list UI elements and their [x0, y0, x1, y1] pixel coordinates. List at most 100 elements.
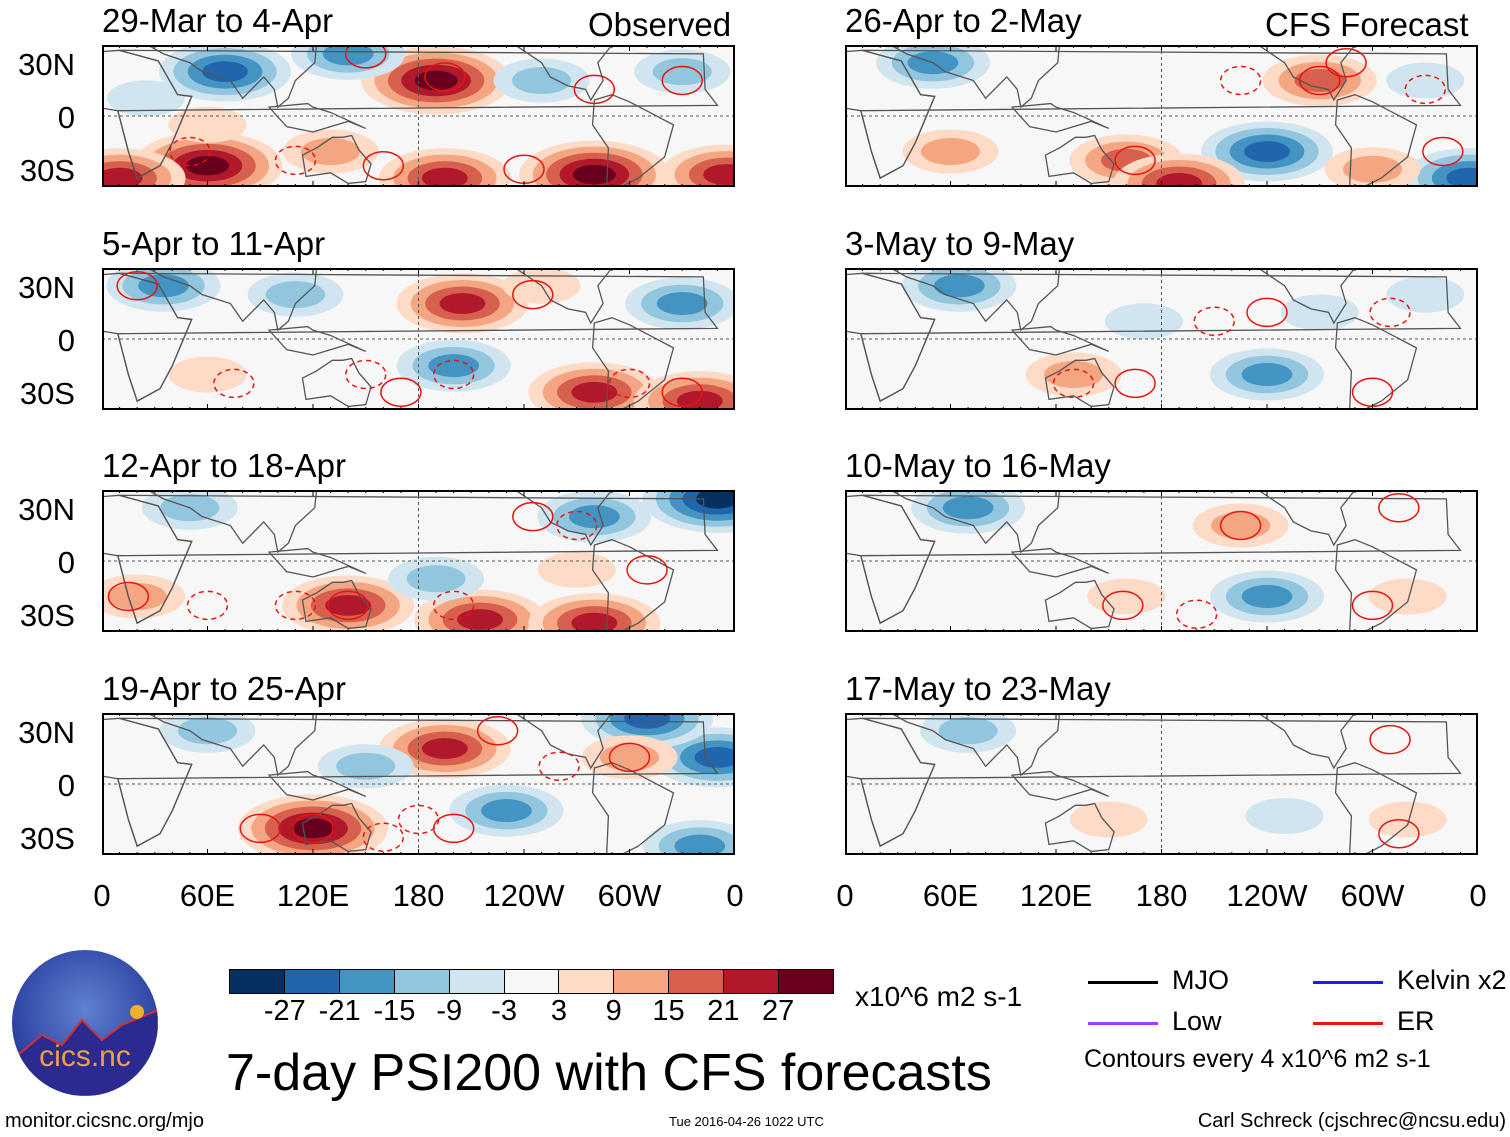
- footer-url[interactable]: monitor.cicsnc.org/mjo: [5, 1110, 204, 1132]
- er-contour: [239, 813, 281, 844]
- anomaly-shading: [571, 612, 618, 632]
- lon-label: 120E: [276, 878, 350, 913]
- panel-title: 26-Apr to 2-May: [845, 2, 1082, 39]
- er-contour: [432, 590, 475, 621]
- coastline: [102, 717, 193, 848]
- colorbar-tick: -15: [373, 995, 416, 1027]
- coastline: [102, 272, 193, 403]
- coastline: [591, 762, 675, 855]
- er-contour: [1246, 297, 1288, 328]
- er-contour: [626, 555, 668, 585]
- anomaly-shading: [428, 354, 479, 378]
- anomaly-shading: [571, 381, 618, 403]
- coastline: [845, 49, 936, 180]
- er-contour: [573, 74, 616, 105]
- anomaly-shading: [186, 155, 229, 176]
- anomaly-shading: [1280, 294, 1359, 331]
- lat-label: 0: [57, 768, 75, 803]
- er-contour: [1219, 510, 1262, 541]
- colorbar-units: x10^6 m2 s-1: [855, 981, 1023, 1012]
- lat-label: 0: [57, 545, 75, 580]
- map-panel: [845, 45, 1478, 187]
- panel-title: 29-Mar to 4-Apr: [102, 2, 334, 39]
- er-contour: [380, 377, 422, 407]
- colorbar-swatch: [339, 970, 395, 993]
- er-contour: [169, 136, 211, 167]
- lat-label: 30N: [18, 47, 75, 82]
- anomaly-shading: [1087, 578, 1166, 615]
- legend-line: [1313, 981, 1383, 984]
- main-title: 7-day PSI200 with CFS forecasts: [226, 1044, 992, 1102]
- anomaly-shading: [325, 594, 372, 616]
- lon-label: 180: [1135, 878, 1188, 913]
- coastline: [102, 494, 193, 625]
- coastline: [889, 45, 1061, 109]
- footer-author: Carl Schreck (cjschrec@ncsu.edu): [1197, 1110, 1506, 1132]
- legend-label: Low: [1172, 1006, 1222, 1036]
- anomaly-shading: [481, 799, 532, 823]
- coastline: [1010, 325, 1110, 356]
- legend-line: [1088, 1022, 1158, 1025]
- coastline: [301, 357, 372, 408]
- er-contour: [1114, 368, 1156, 399]
- anomaly-shading: [1069, 801, 1148, 838]
- anomaly-shading: [421, 167, 468, 187]
- er-contour: [362, 822, 405, 852]
- cfs-forecast-label: CFS Forecast: [1265, 6, 1469, 43]
- anomaly-shading: [1446, 167, 1478, 187]
- coastline: [1010, 102, 1110, 133]
- coastline: [1257, 45, 1356, 102]
- er-contour: [556, 510, 598, 541]
- anomaly-shading: [1294, 68, 1346, 93]
- observed-label: Observed: [588, 6, 732, 43]
- coastline: [146, 713, 318, 777]
- colorbar-swatch: [394, 970, 450, 993]
- colorbar: [229, 969, 834, 994]
- er-contour: [1052, 368, 1095, 399]
- anomaly-shading: [457, 609, 503, 631]
- coastline: [514, 490, 613, 547]
- colorbar-tick: -9: [436, 995, 463, 1027]
- er-contour: [1422, 136, 1464, 167]
- coastline: [267, 102, 367, 133]
- anomaly-shading: [102, 167, 143, 187]
- anomaly-shading: [569, 505, 620, 529]
- map-panel: [102, 713, 735, 855]
- map-panel: [845, 713, 1478, 855]
- lon-label: 180: [392, 878, 445, 913]
- coastline: [267, 325, 367, 356]
- coastline: [514, 268, 613, 325]
- anomaly-shading: [674, 834, 726, 855]
- coastline: [1257, 713, 1356, 770]
- anomaly-shading: [1368, 801, 1447, 838]
- anomaly-shading: [265, 281, 325, 309]
- coastline: [889, 268, 1061, 332]
- coastline: [301, 134, 372, 185]
- lon-label: 60E: [922, 878, 979, 913]
- anomaly-shading: [138, 274, 189, 298]
- legend-label: ER: [1397, 1006, 1435, 1036]
- colorbar-tick: 3: [550, 995, 567, 1027]
- map-panel: [102, 268, 735, 410]
- panel-title: 3-May to 9-May: [845, 225, 1075, 262]
- er-contour: [362, 150, 405, 181]
- anomaly-shading: [1244, 141, 1290, 162]
- anomaly-shading: [322, 45, 374, 66]
- anomaly-shading: [537, 551, 616, 588]
- lon-label: 0: [726, 878, 744, 913]
- coastline: [1010, 547, 1110, 578]
- anomaly-shading: [703, 164, 735, 186]
- anomaly-shading: [1245, 797, 1324, 834]
- anomaly-shading: [1241, 362, 1293, 387]
- anomaly-shading: [414, 70, 458, 91]
- cics-logo: cics.nc: [12, 950, 158, 1096]
- er-contour: [1369, 297, 1411, 328]
- er-contour: [1175, 599, 1218, 629]
- lat-label: 30S: [19, 598, 75, 633]
- lon-label: 0: [1469, 878, 1487, 913]
- lon-label: 60E: [179, 878, 236, 913]
- coastline: [845, 717, 936, 848]
- coastline: [889, 713, 1061, 777]
- er-contour: [213, 368, 255, 399]
- coastline: [1010, 770, 1110, 801]
